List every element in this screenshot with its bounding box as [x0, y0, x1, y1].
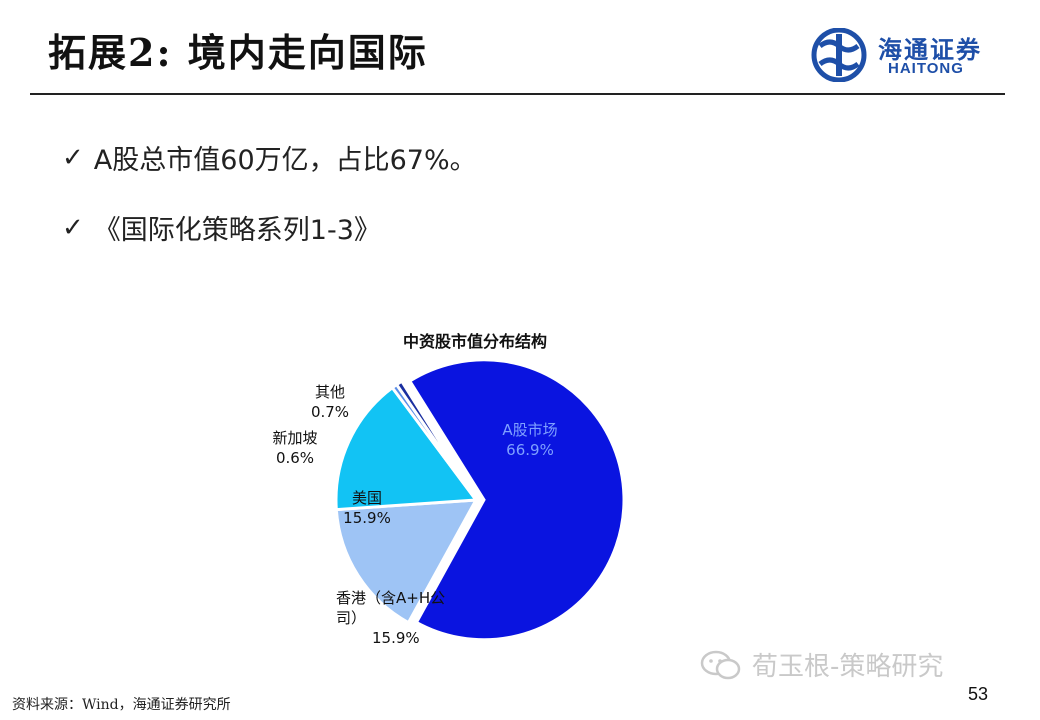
pie-slice — [334, 498, 479, 625]
pie-slice — [334, 385, 479, 512]
slice-label-usa: 美国 15.9% — [337, 488, 397, 528]
bullet-item: ✓ 《国际化策略系列1-3》 — [62, 208, 381, 247]
slice-name: 其他 — [314, 383, 345, 401]
check-icon: ✓ — [62, 142, 84, 173]
page-number: 53 — [968, 684, 989, 704]
check-icon: ✓ — [62, 212, 84, 243]
slice-label-hongkong: 香港（含A+H公司） 15.9% — [336, 588, 466, 648]
company-logo: 海通证券 HAITONG — [810, 28, 1010, 84]
chart-title: 中资股市值分布结构 — [402, 332, 547, 351]
slice-name: 新加坡 — [272, 429, 318, 447]
pie-slice — [407, 358, 626, 642]
pie-slice — [394, 379, 478, 501]
slice-label-singapore: 新加坡 0.6% — [262, 428, 328, 468]
source-note: 资料来源：Wind，海通证券研究所 — [12, 697, 231, 713]
bullet-item: ✓ A股总市值60万亿，占比67%。 — [62, 138, 477, 177]
watermark-text: 荀玉根-策略研究 — [752, 652, 944, 682]
bullet-text: 《国际化策略系列1-3》 — [93, 215, 381, 246]
wechat-icon — [700, 650, 741, 679]
slice-value: 0.6% — [275, 449, 315, 467]
logo-name-en: HAITONG — [888, 60, 964, 77]
slice-label-a-share: A股市场 66.9% — [480, 420, 580, 460]
haitong-logo-icon — [811, 28, 867, 82]
logo-name-cn: 海通证券 — [878, 35, 982, 64]
watermark: 荀玉根-策略研究 — [700, 646, 943, 683]
slice-value: 15.9% — [343, 509, 391, 527]
slice-name: 美国 — [351, 489, 382, 507]
slice-label-other: 其他 0.7% — [300, 382, 360, 422]
slice-value: 66.9% — [506, 441, 554, 459]
slice-value: 0.7% — [310, 403, 350, 421]
slide-title: 拓展2: 境内走向国际 — [48, 30, 428, 75]
slice-name: A股市场 — [502, 421, 558, 439]
slice-value: 15.9% — [372, 629, 420, 647]
title-divider — [30, 93, 1005, 95]
slice-name: 香港（含A+H公司） — [336, 589, 446, 627]
bullet-text: A股总市值60万亿，占比67%。 — [93, 145, 477, 176]
